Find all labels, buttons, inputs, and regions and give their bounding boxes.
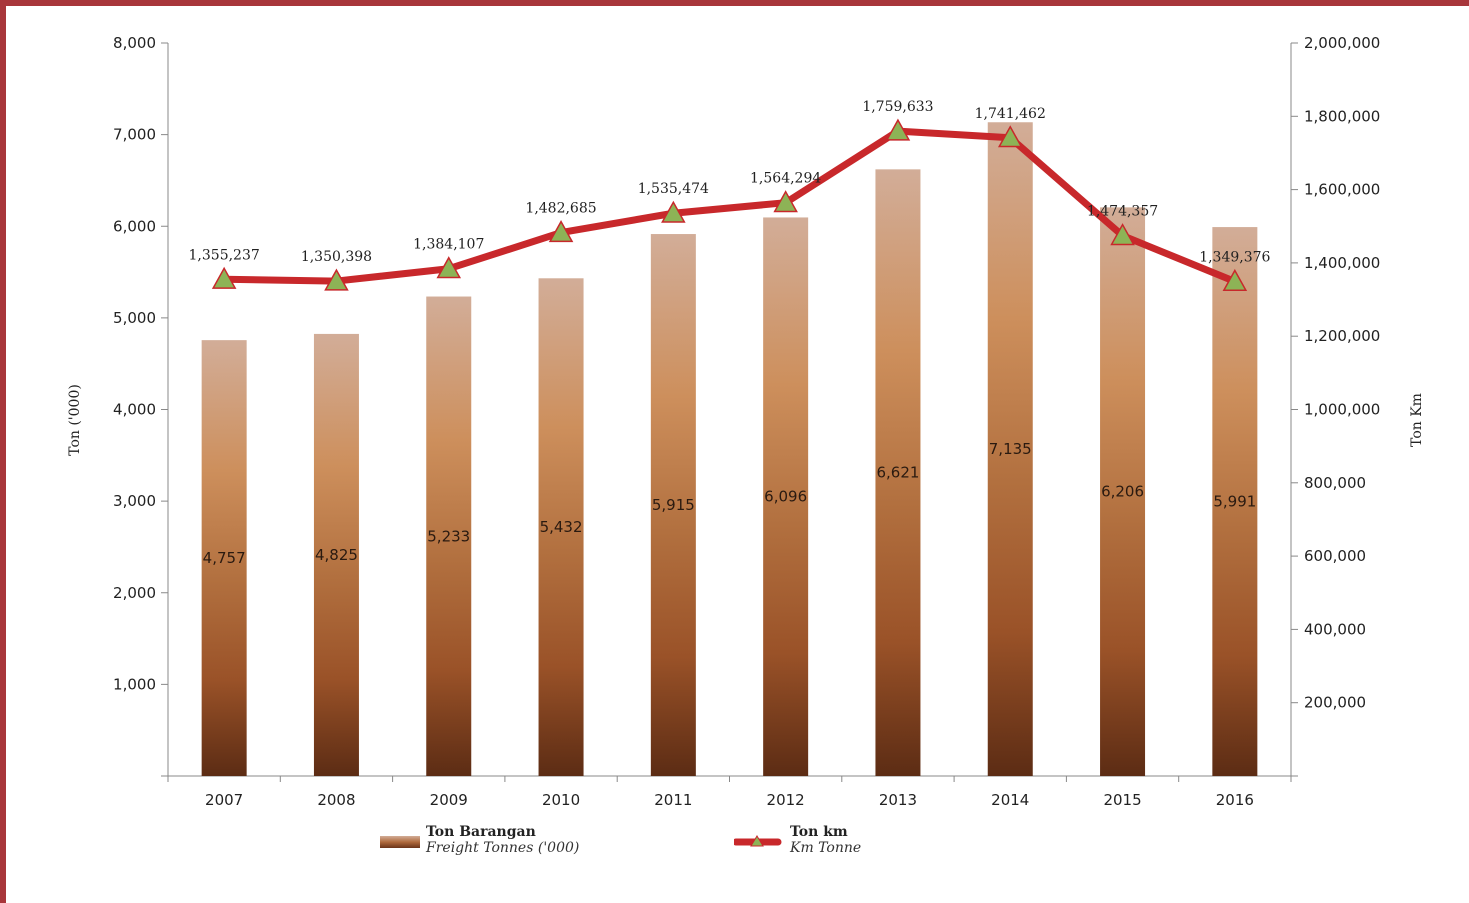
ton-km-marker xyxy=(1110,223,1135,246)
x-tick-label: 2007 xyxy=(205,791,243,809)
bar xyxy=(763,217,809,777)
y2-tick-label: 1,200,000 xyxy=(1304,327,1380,345)
y2-tick-label: 1,600,000 xyxy=(1304,181,1380,199)
y-tick-label: 5,000 xyxy=(113,309,156,327)
x-tick-label: 2013 xyxy=(879,791,917,809)
legend-line-swatch xyxy=(734,835,782,847)
y2-tick-label: 800,000 xyxy=(1304,474,1366,492)
x-tick-label: 2011 xyxy=(654,791,692,809)
y-tick-label: 3,000 xyxy=(113,492,156,510)
bar-value-label: 6,206 xyxy=(1101,483,1144,501)
bar xyxy=(201,340,247,776)
legend-bars-name: Ton Barangan xyxy=(426,824,536,840)
y-tick-label: 6,000 xyxy=(113,217,156,235)
x-tick-label: 2015 xyxy=(1103,791,1141,809)
y2-tick-label: 600,000 xyxy=(1304,547,1366,565)
ton-km-marker xyxy=(324,268,349,291)
legend-bars-sub: Freight Tonnes ('000) xyxy=(426,840,580,856)
bar-value-label: 4,757 xyxy=(203,549,246,567)
ton-km-value-label: 1,474,357 xyxy=(1087,204,1158,220)
ton-km-marker xyxy=(773,190,798,213)
x-tick-label: 2010 xyxy=(542,791,580,809)
y-axis-title: Ton ('000) xyxy=(67,384,83,456)
ton-km-marker xyxy=(1222,268,1248,292)
bar xyxy=(313,333,359,776)
bar xyxy=(426,296,472,776)
x-tick-label: 2014 xyxy=(991,791,1029,809)
y2-axis-title: Ton Km xyxy=(1409,393,1425,447)
bar-value-label: 5,432 xyxy=(540,518,583,536)
ton-km-marker xyxy=(997,125,1023,148)
ton-km-value-label: 1,741,462 xyxy=(975,106,1046,122)
legend-line-name: Ton km xyxy=(790,824,848,840)
ton-km-value-label: 1,535,474 xyxy=(638,181,709,197)
ton-km-marker xyxy=(661,200,686,223)
y2-tick-label: 1,800,000 xyxy=(1304,107,1380,125)
bar-value-label: 6,096 xyxy=(764,488,807,506)
y2-tick-label: 1,000,000 xyxy=(1304,401,1380,419)
ton-km-value-label: 1,350,398 xyxy=(301,249,372,265)
y2-tick-label: 400,000 xyxy=(1304,620,1366,638)
x-tick-label: 2009 xyxy=(430,791,468,809)
y-tick-label: 8,000 xyxy=(113,34,156,52)
y-tick-label: 7,000 xyxy=(113,126,156,144)
y2-tick-label: 2,000,000 xyxy=(1304,34,1380,52)
x-tick-label: 2016 xyxy=(1216,791,1254,809)
y-tick-label: 1,000 xyxy=(113,675,156,693)
ton-km-value-label: 1,355,237 xyxy=(189,247,260,263)
bar xyxy=(875,169,921,776)
bar-value-label: 5,991 xyxy=(1213,493,1256,511)
ton-km-marker xyxy=(211,266,237,289)
y2-tick-label: 200,000 xyxy=(1304,694,1366,712)
y-tick-label: 2,000 xyxy=(113,584,156,602)
x-tick-label: 2008 xyxy=(317,791,355,809)
bar-value-label: 5,915 xyxy=(652,496,695,514)
bar xyxy=(650,234,696,776)
ton-km-marker xyxy=(548,220,574,243)
bar-value-label: 5,233 xyxy=(427,527,470,545)
bar xyxy=(1100,207,1146,776)
ton-km-value-label: 1,564,294 xyxy=(750,171,821,187)
legend-line-sub: Km Tonne xyxy=(790,840,862,856)
ton-km-marker xyxy=(436,256,462,279)
ton-km-marker xyxy=(885,118,911,141)
ton-km-value-label: 1,482,685 xyxy=(525,201,596,217)
y-tick-label: 4,000 xyxy=(113,401,156,419)
y2-tick-label: 1,400,000 xyxy=(1304,254,1380,272)
bar-value-label: 6,621 xyxy=(876,464,919,482)
ton-km-line xyxy=(220,127,1239,285)
ton-km-value-label: 1,759,633 xyxy=(862,99,933,115)
bar-value-label: 4,825 xyxy=(315,546,358,564)
frame-top-border xyxy=(0,0,1469,6)
ton-km-value-label: 1,384,107 xyxy=(413,237,484,253)
x-tick-label: 2012 xyxy=(767,791,805,809)
bar-value-label: 7,135 xyxy=(989,440,1032,458)
frame-left-border xyxy=(0,0,6,903)
bar xyxy=(538,278,584,776)
bar xyxy=(1212,227,1258,776)
ton-km-value-label: 1,349,376 xyxy=(1199,249,1270,265)
bar xyxy=(987,122,1033,777)
legend-bar-swatch xyxy=(380,836,420,848)
